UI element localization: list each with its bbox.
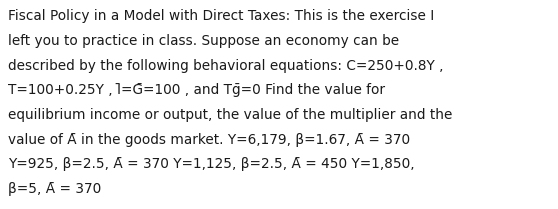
Text: value of Ā in the goods market. Y=6,179, β=1.67, Ā = 370: value of Ā in the goods market. Y=6,179… (8, 133, 411, 147)
Text: β=5, Ā = 370: β=5, Ā = 370 (8, 182, 102, 196)
Text: left you to practice in class. Suppose an economy can be: left you to practice in class. Suppose a… (8, 34, 400, 48)
Text: Fiscal Policy in a Model with Direct Taxes: This is the exercise I: Fiscal Policy in a Model with Direct Tax… (8, 9, 435, 23)
Text: described by the following behavioral equations: C=250+0.8Y ,: described by the following behavioral eq… (8, 59, 444, 73)
Text: equilibrium income or output, the value of the multiplier and the: equilibrium income or output, the value … (8, 108, 453, 122)
Text: T=100+0.25Y , Ī=Ḡ=100 , and Tḡ=0 Find the value for: T=100+0.25Y , Ī=Ḡ=100 , and Tḡ=0 Find… (8, 83, 386, 97)
Text: Y=925, β=2.5, Ā = 370 Y=1,125, β=2.5, Ā = 450 Y=1,850,: Y=925, β=2.5, Ā = 370 Y=1,125, β=2.5, A… (8, 157, 415, 171)
